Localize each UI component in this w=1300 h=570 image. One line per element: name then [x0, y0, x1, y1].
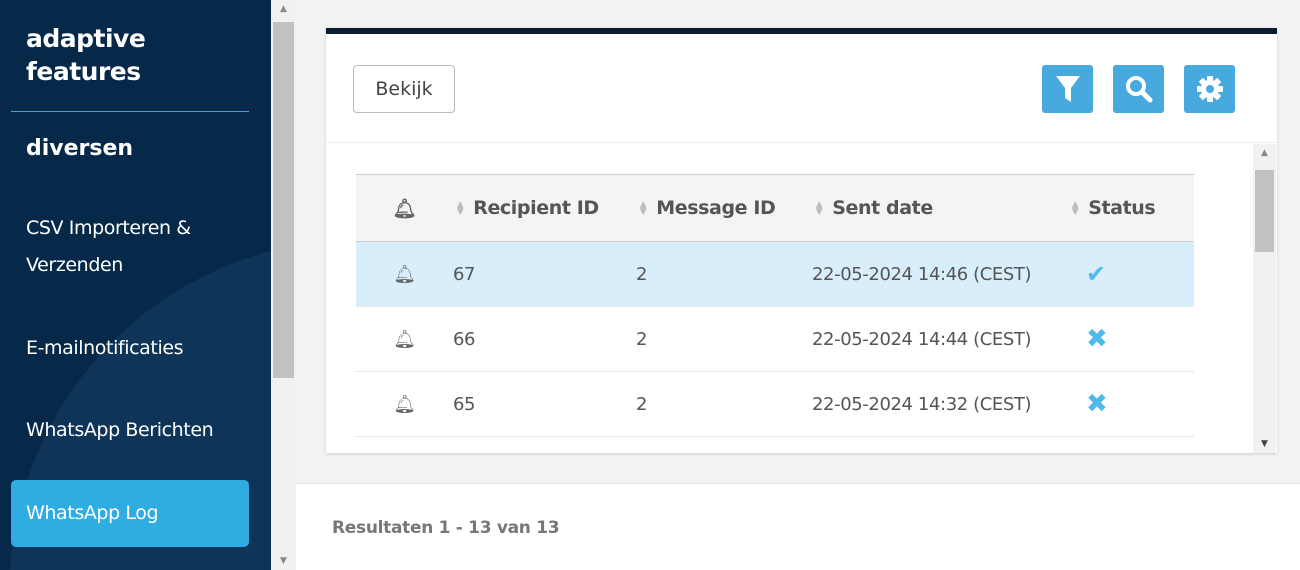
- divider: [11, 111, 249, 112]
- column-sent-date[interactable]: ▲ ▼ Sent date: [812, 174, 1068, 242]
- scrollbar-thumb[interactable]: [1255, 170, 1274, 252]
- scroll-down-icon[interactable]: ▼: [1261, 439, 1268, 449]
- table-row[interactable]: 🔔︎ 66 2 22-05-2024 14:44 (CEST) ✖: [356, 306, 1194, 372]
- table-header: 🔔︎ ▲ ▼ Recipient ID ▲ ▼ Message ID ▲ ▼ Sent…: [356, 174, 1194, 242]
- bell-icon: 🔔︎: [393, 328, 416, 350]
- pagination-footer: Resultaten 1 - 13 van 13: [296, 483, 1300, 570]
- brand-logo[interactable]: adaptive features: [26, 24, 146, 86]
- filter-icon: [1055, 76, 1080, 102]
- search-button[interactable]: [1113, 65, 1164, 113]
- sidebar-item-whatsapp-log[interactable]: WhatsApp Log: [11, 480, 249, 547]
- cross-icon: ✖: [1086, 324, 1108, 354]
- scroll-up-icon[interactable]: ▲: [1261, 148, 1268, 158]
- sort-icon[interactable]: ▲ ▼: [815, 199, 823, 217]
- scroll-down-icon[interactable]: ▼: [280, 556, 287, 566]
- table-row[interactable]: 🔔︎ 65 2 22-05-2024 14:32 (CEST) ✖: [356, 371, 1194, 437]
- bell-icon: 🔔︎: [393, 393, 416, 415]
- scrollbar-thumb[interactable]: [273, 22, 294, 378]
- settings-button[interactable]: [1184, 65, 1235, 113]
- cross-icon: ✖: [1086, 389, 1108, 419]
- sidebar-scrollbar[interactable]: ▲ ▼: [271, 0, 296, 570]
- column-message-id[interactable]: ▲ ▼ Message ID: [636, 174, 812, 242]
- filter-button[interactable]: [1042, 65, 1093, 113]
- sidebar-item-csv-import[interactable]: CSV Importeren & Verzenden: [26, 217, 191, 276]
- column-recipient-id[interactable]: ▲ ▼ Recipient ID: [453, 174, 636, 242]
- bell-icon: 🔔︎: [392, 197, 417, 220]
- sort-icon[interactable]: ▲ ▼: [1071, 199, 1079, 217]
- column-status[interactable]: ▲ ▼ Status: [1068, 174, 1194, 242]
- view-button[interactable]: Bekijk: [353, 65, 455, 113]
- sidebar: adaptive features diversen CSV Importeren…: [0, 0, 271, 570]
- sort-icon[interactable]: ▲ ▼: [639, 199, 647, 217]
- log-panel: Bekijk 🔔︎ ▲ ▼ Recipient ID ▲ ▼ Message ID …: [326, 28, 1277, 453]
- section-heading: diversen: [26, 136, 134, 161]
- bell-icon: 🔔︎: [393, 263, 416, 285]
- results-count: Resultaten 1 - 13 van 13: [332, 518, 560, 538]
- toolbar: Bekijk: [326, 34, 1277, 143]
- sort-icon[interactable]: ▲ ▼: [456, 199, 464, 217]
- column-notification: 🔔︎: [356, 174, 453, 242]
- scroll-up-icon[interactable]: ▲: [280, 4, 287, 14]
- search-icon: [1125, 76, 1152, 103]
- gear-icon: [1196, 76, 1223, 102]
- check-icon: ✔: [1086, 260, 1106, 288]
- table-row[interactable]: 🔔︎ 67 2 22-05-2024 14:46 (CEST) ✔: [356, 241, 1194, 307]
- whatsapp-log-table: 🔔︎ ▲ ▼ Recipient ID ▲ ▼ Message ID ▲ ▼ Sent…: [356, 174, 1194, 437]
- table-scrollbar[interactable]: ▲ ▼: [1253, 144, 1276, 453]
- sidebar-item-whatsapp-messages[interactable]: WhatsApp Berichten: [26, 419, 214, 441]
- sidebar-item-email-notifications[interactable]: E-mailnotificaties: [26, 337, 184, 359]
